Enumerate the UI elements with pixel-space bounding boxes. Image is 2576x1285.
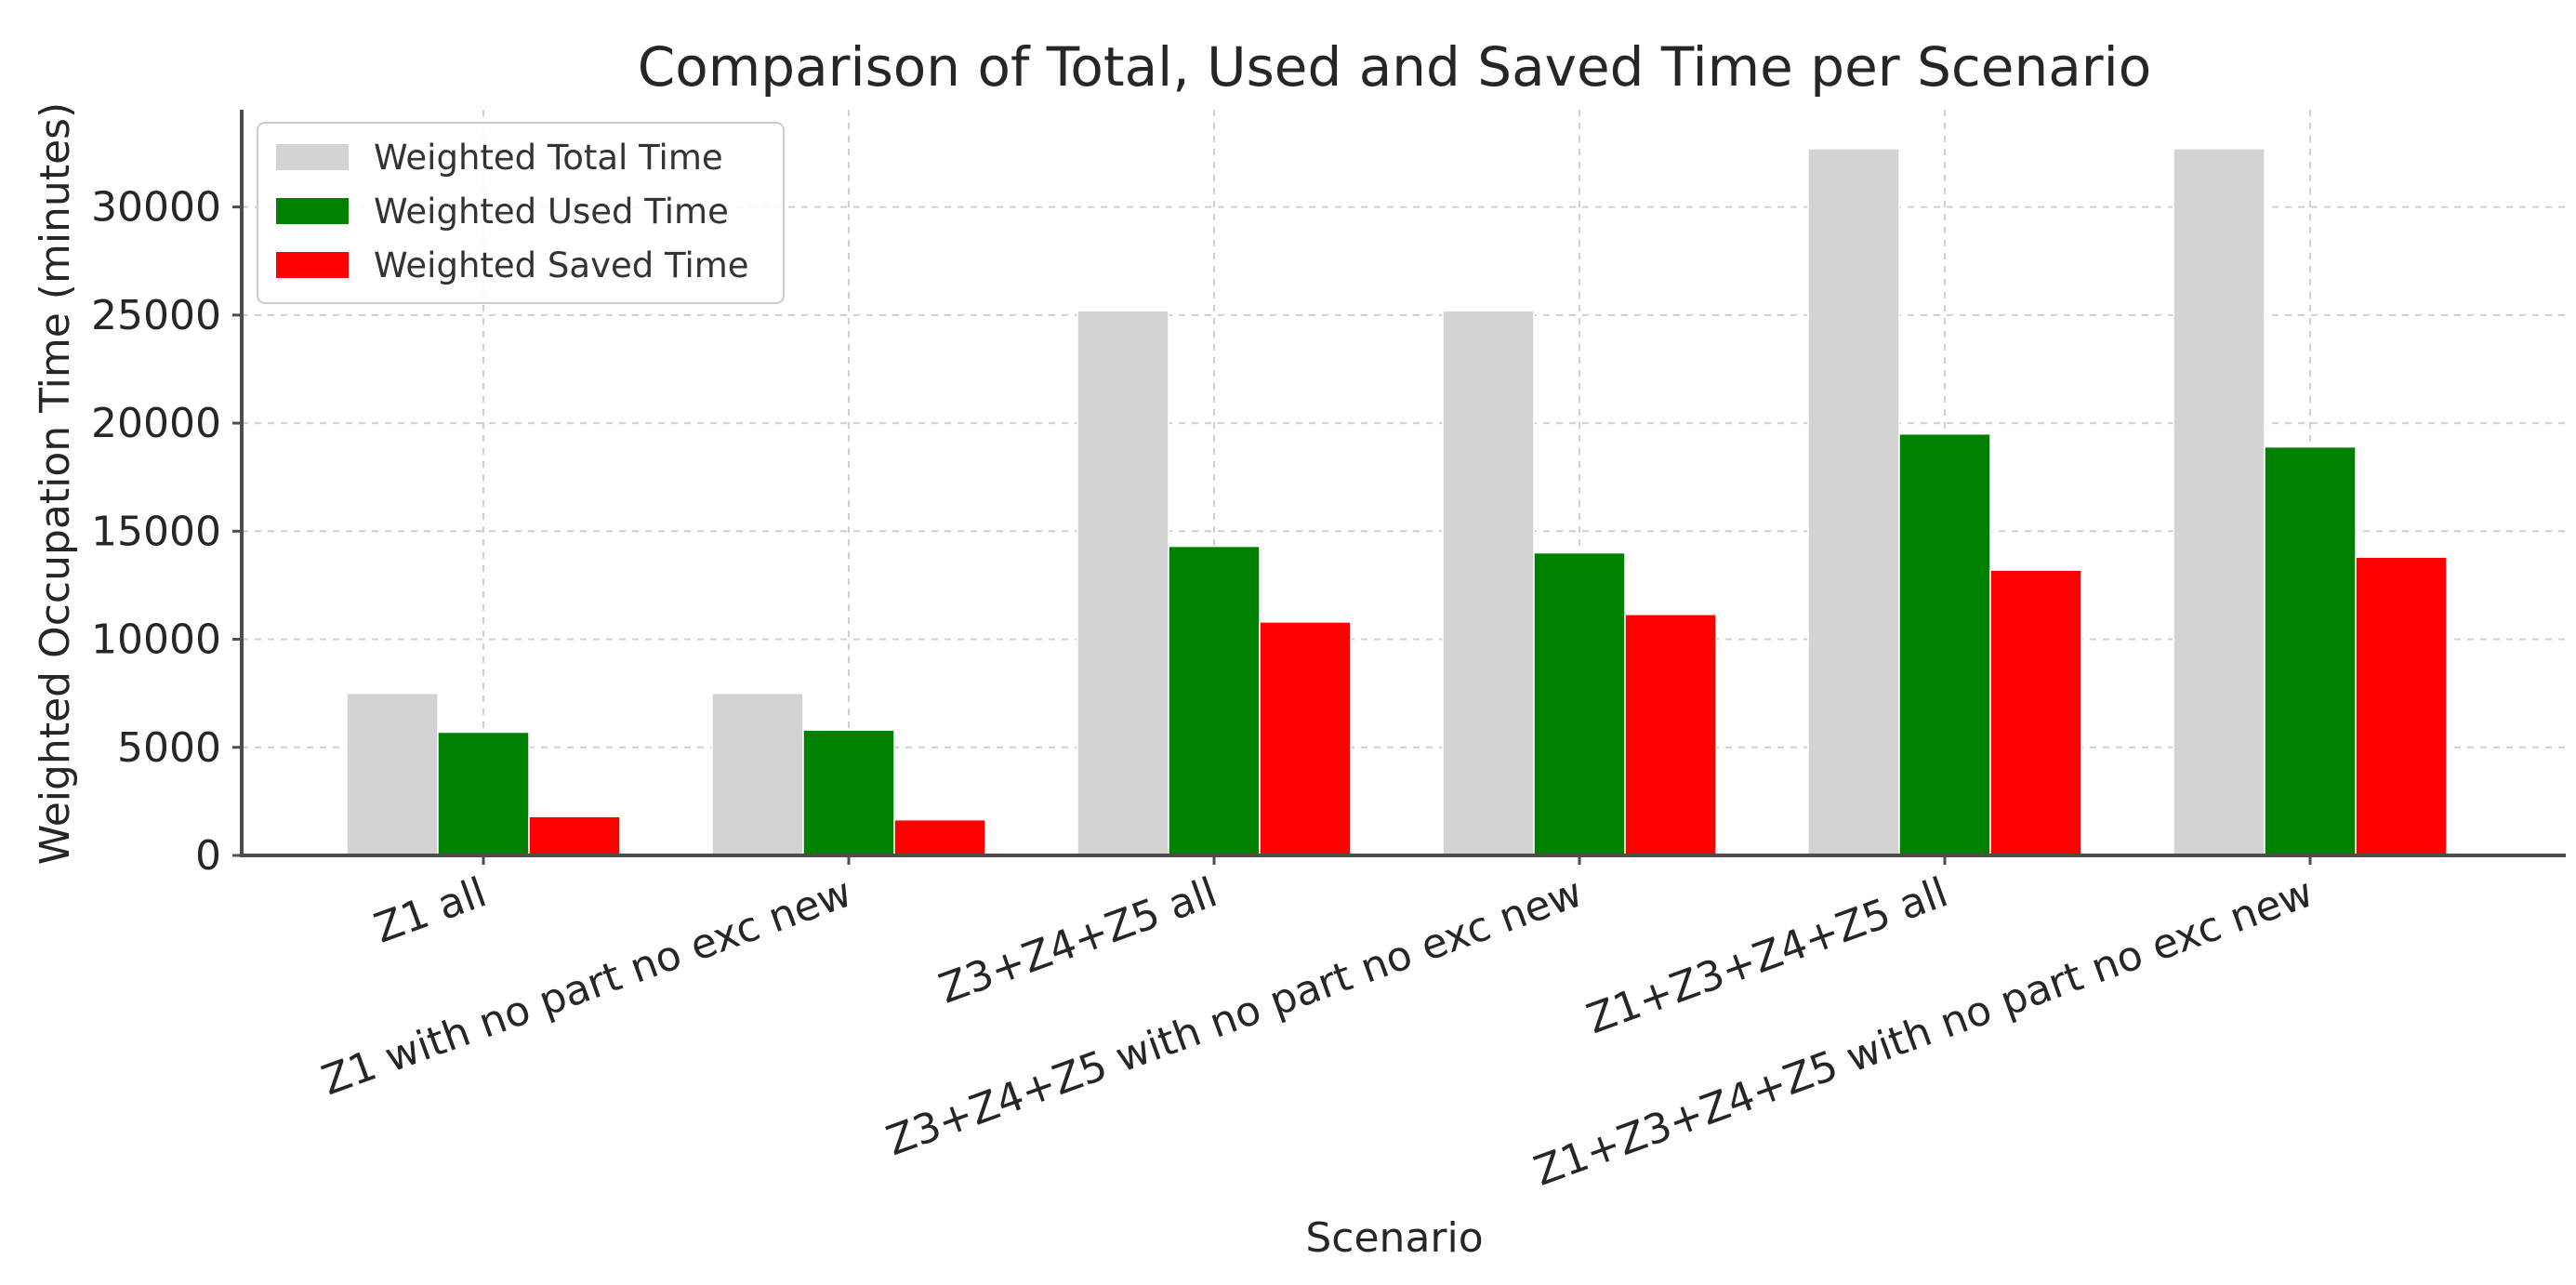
x-tick-label: Z3+Z4+Z5 all [933, 868, 1223, 1013]
legend-entry-total: Weighted Total Time [276, 138, 723, 178]
legend-box [257, 122, 785, 304]
bar-total [1077, 310, 1169, 856]
legend-entry-used: Weighted Used Time [276, 192, 729, 232]
legend-label-saved: Weighted Saved Time [374, 245, 749, 285]
bar-saved [1989, 569, 2082, 856]
bar-saved [2355, 556, 2448, 856]
legend-swatch-used [276, 198, 349, 224]
y-axis-label: Weighted Occupation Time (minutes) [32, 102, 79, 865]
x-tick-label: Z1 all [368, 868, 493, 952]
y-tick-label: 5000 [117, 724, 221, 772]
bar-saved [528, 815, 621, 856]
legend-swatch-saved [276, 252, 349, 278]
x-tick-label: Z3+Z4+Z5 with no part no exc new [880, 868, 1589, 1165]
chart-title: Comparison of Total, Used and Saved Time… [638, 35, 2151, 99]
bar-total [346, 692, 439, 856]
legend-entry-saved: Weighted Saved Time [276, 245, 749, 285]
bar-saved [1259, 621, 1352, 856]
bar-used [2264, 445, 2357, 856]
bar-total [2173, 148, 2266, 856]
y-tick-label: 20000 [91, 400, 221, 447]
bar-saved [893, 818, 986, 856]
axes-layer [240, 110, 2566, 857]
y-tick-label: 0 [195, 832, 221, 880]
y-tick-label: 15000 [91, 508, 221, 555]
y-tick-label: 30000 [91, 184, 221, 232]
bar-used [802, 729, 895, 856]
legend-label-used: Weighted Used Time [374, 192, 729, 232]
bar-used [1533, 551, 1626, 856]
y-tick-label: 10000 [91, 616, 221, 664]
legend-label-total: Weighted Total Time [374, 138, 723, 178]
bar-saved [1624, 614, 1717, 856]
bar-used [1898, 432, 1991, 856]
bars-layer [346, 148, 2448, 856]
ticks-layer: 0 5000 10000 15000 20000 25000 30000 [91, 184, 2312, 880]
legend-swatch-total [276, 144, 349, 170]
y-tick-label: 25000 [91, 292, 221, 339]
bar-used [1168, 545, 1261, 856]
bar-total [1807, 148, 1900, 856]
bar-total [711, 692, 804, 856]
bar-used [437, 731, 530, 856]
x-axis-label: Scenario [1305, 1214, 1483, 1262]
bar-total [1442, 310, 1535, 856]
legend: Weighted Total Time Weighted Used Time W… [257, 122, 785, 304]
